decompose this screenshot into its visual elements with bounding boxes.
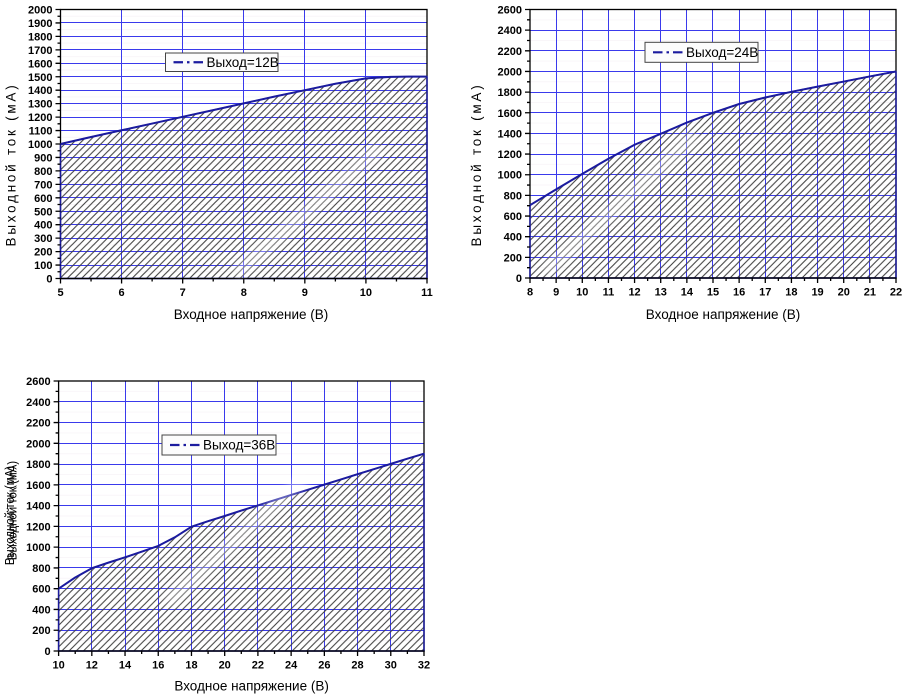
svg-text:28: 28 (351, 660, 363, 672)
svg-text:Выходной ток (мА): Выходной ток (мА) (4, 83, 19, 247)
svg-text:200: 200 (34, 247, 52, 259)
svg-text:200: 200 (32, 625, 50, 637)
svg-text:1800: 1800 (28, 31, 52, 43)
svg-text:1000: 1000 (26, 542, 50, 554)
svg-text:1400: 1400 (26, 501, 50, 513)
svg-text:800: 800 (32, 563, 50, 575)
svg-text:100: 100 (34, 260, 52, 272)
svg-text:2600: 2600 (26, 376, 50, 388)
svg-text:5: 5 (57, 287, 63, 299)
svg-text:1600: 1600 (28, 58, 52, 70)
svg-text:1000: 1000 (28, 139, 52, 151)
svg-text:21: 21 (864, 287, 876, 299)
svg-text:10: 10 (576, 287, 588, 299)
svg-text:11: 11 (603, 287, 615, 299)
svg-text:18: 18 (185, 660, 197, 672)
svg-text:15: 15 (707, 287, 719, 299)
svg-text:600: 600 (34, 193, 52, 205)
svg-text:Выход=24В: Выход=24В (686, 45, 758, 60)
svg-text:400: 400 (32, 604, 50, 616)
svg-text:19: 19 (811, 287, 823, 299)
svg-text:Входное напряжение (В): Входное напряжение (В) (646, 307, 801, 322)
svg-text:500: 500 (34, 206, 52, 218)
svg-text:200: 200 (504, 252, 522, 264)
svg-text:0: 0 (46, 274, 52, 286)
svg-text:20: 20 (219, 660, 231, 672)
svg-text:14: 14 (119, 660, 132, 672)
svg-text:1100: 1100 (29, 126, 53, 138)
svg-text:9: 9 (302, 287, 308, 299)
svg-text:9: 9 (553, 287, 559, 299)
svg-text:Выходной ток (мА): Выходной ток (мА) (2, 466, 17, 565)
svg-text:2200: 2200 (498, 46, 522, 58)
svg-text:700: 700 (34, 179, 52, 191)
svg-text:2000: 2000 (26, 438, 50, 450)
svg-text:1800: 1800 (26, 459, 50, 471)
svg-text:Выход=36В: Выход=36В (203, 438, 275, 453)
svg-text:1300: 1300 (28, 99, 52, 111)
svg-text:Входное напряжение (В): Входное напряжение (В) (174, 307, 329, 322)
svg-text:1800: 1800 (498, 87, 522, 99)
svg-text:1400: 1400 (28, 85, 52, 97)
svg-text:26: 26 (318, 660, 330, 672)
svg-text:0: 0 (516, 273, 522, 285)
svg-text:8: 8 (241, 287, 247, 299)
svg-text:1700: 1700 (28, 45, 52, 57)
svg-text:1000: 1000 (498, 170, 522, 182)
svg-text:1400: 1400 (498, 128, 522, 140)
svg-text:0: 0 (44, 646, 50, 658)
svg-text:600: 600 (32, 584, 50, 596)
svg-text:Входное напряжение (В): Входное напряжение (В) (174, 679, 329, 694)
svg-text:7: 7 (180, 287, 186, 299)
svg-text:Выходной ток (мА): Выходной ток (мА) (5, 461, 20, 560)
svg-text:32: 32 (418, 660, 430, 672)
svg-text:2000: 2000 (498, 66, 522, 78)
svg-text:1200: 1200 (26, 521, 50, 533)
svg-text:13: 13 (655, 287, 667, 299)
svg-text:16: 16 (152, 660, 164, 672)
svg-text:6: 6 (119, 287, 125, 299)
svg-text:1200: 1200 (28, 112, 52, 124)
svg-text:11: 11 (421, 287, 433, 299)
svg-text:800: 800 (34, 166, 52, 178)
svg-text:300: 300 (34, 233, 52, 245)
svg-text:16: 16 (733, 287, 745, 299)
svg-text:20: 20 (838, 287, 850, 299)
svg-text:8: 8 (527, 287, 533, 299)
svg-text:600: 600 (504, 211, 522, 223)
svg-text:1600: 1600 (498, 108, 522, 120)
svg-text:Выходной ток (мА): Выходной ток (мА) (469, 83, 484, 247)
svg-text:10: 10 (52, 660, 64, 672)
svg-text:1500: 1500 (28, 72, 52, 84)
svg-text:24: 24 (285, 660, 298, 672)
svg-text:900: 900 (34, 152, 52, 164)
svg-text:30: 30 (385, 660, 397, 672)
svg-text:1900: 1900 (28, 18, 52, 30)
svg-text:2400: 2400 (26, 397, 50, 409)
svg-text:2200: 2200 (26, 418, 50, 430)
svg-text:2600: 2600 (498, 5, 522, 17)
svg-text:22: 22 (252, 660, 264, 672)
svg-text:400: 400 (34, 220, 52, 232)
svg-text:400: 400 (504, 232, 522, 244)
svg-text:Выход=12В: Выход=12В (207, 55, 279, 70)
svg-text:1600: 1600 (26, 480, 50, 492)
svg-text:14: 14 (681, 287, 694, 299)
svg-text:12: 12 (86, 660, 98, 672)
svg-text:10: 10 (360, 287, 372, 299)
svg-text:2000: 2000 (28, 5, 52, 17)
svg-text:12: 12 (628, 287, 640, 299)
svg-text:800: 800 (504, 190, 522, 202)
svg-text:1200: 1200 (498, 149, 522, 161)
svg-text:18: 18 (785, 287, 797, 299)
svg-text:22: 22 (890, 287, 902, 299)
svg-text:2400: 2400 (498, 25, 522, 37)
svg-text:17: 17 (759, 287, 771, 299)
